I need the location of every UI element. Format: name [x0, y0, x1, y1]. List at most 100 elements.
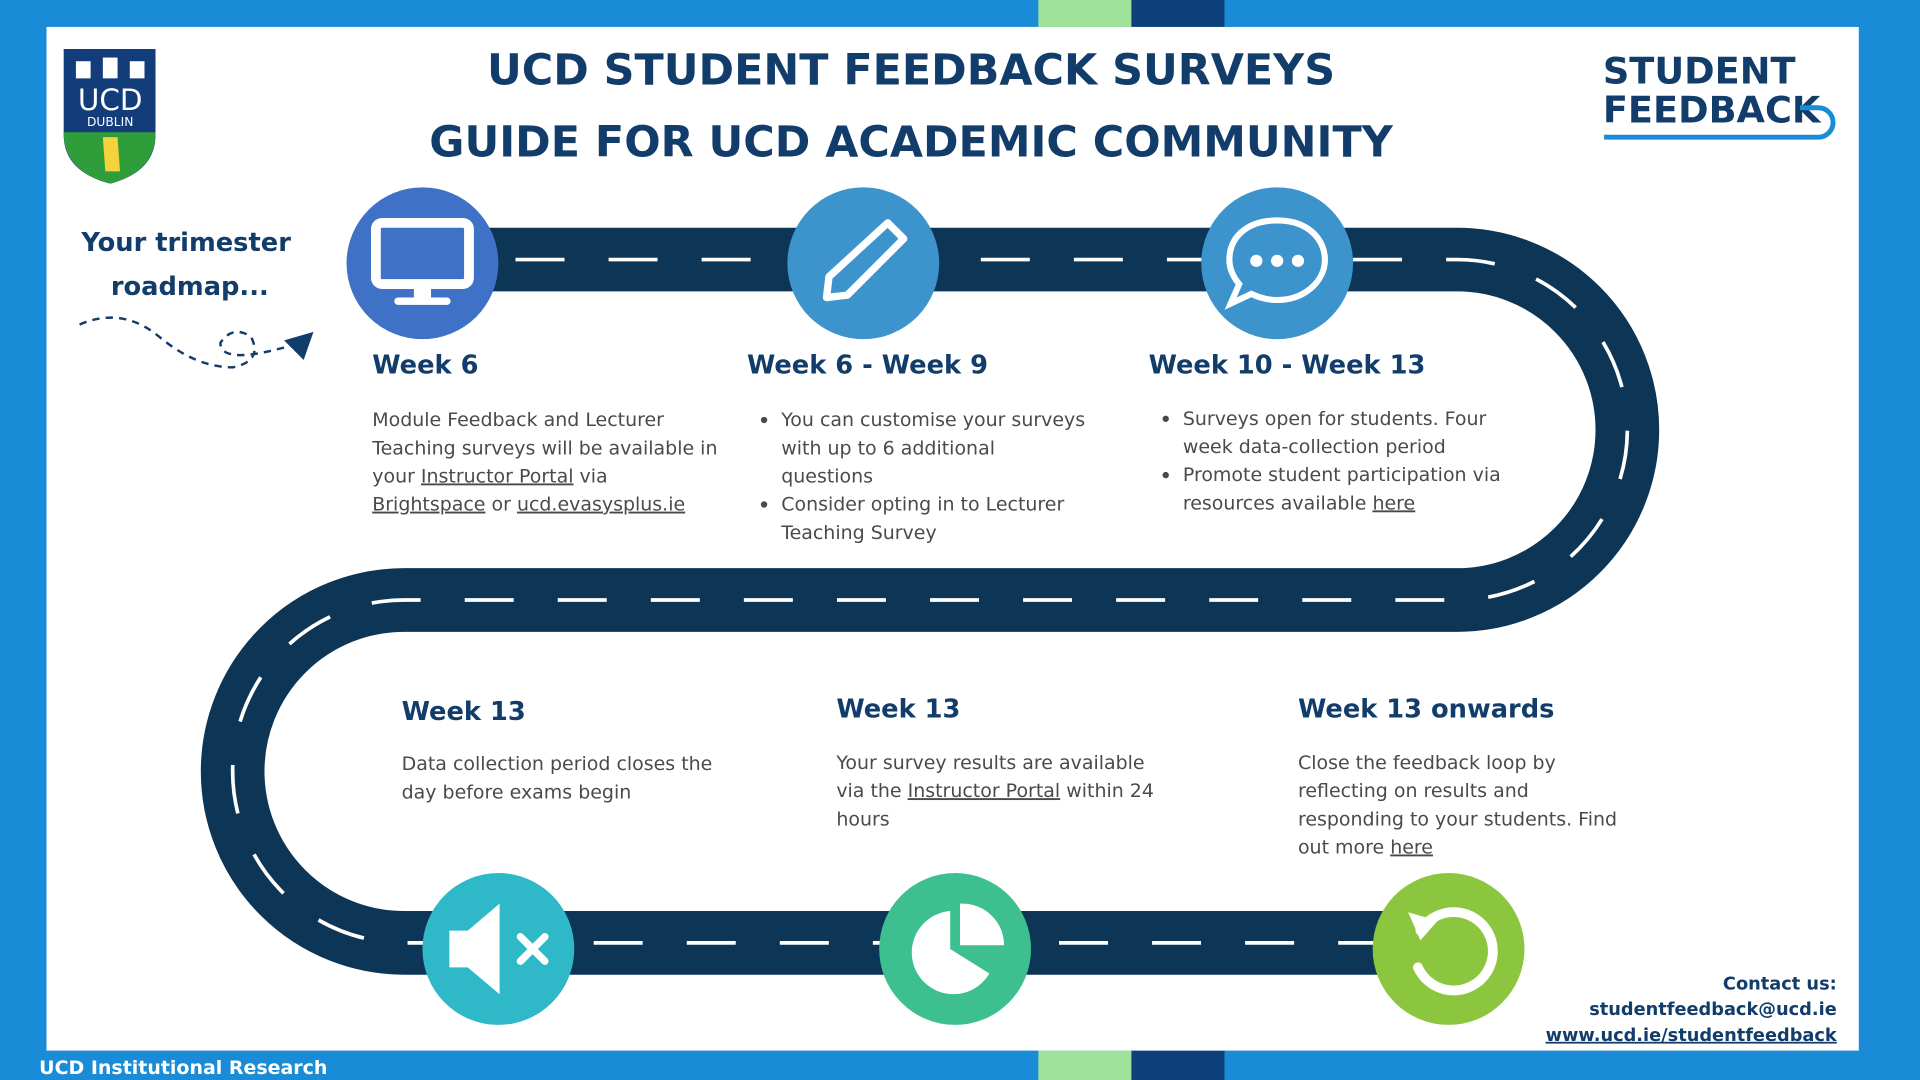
link[interactable]: here [1390, 836, 1433, 858]
logo-harp [102, 137, 120, 172]
text-segment: Teaching surveys will be available in [371, 437, 717, 459]
text-segment: You can customise your surveys [780, 409, 1085, 431]
link[interactable]: Brightspace [372, 494, 485, 516]
step-text: Brightspace or ucd.evasysplus.ie [372, 494, 685, 516]
icon-circle [1372, 873, 1525, 1025]
text-segment: Your survey results are available [835, 752, 1144, 774]
text-segment: via the [836, 780, 907, 802]
link[interactable]: Instructor Portal [908, 780, 1061, 802]
title: UCD STUDENT FEEDBACK SURVEYS [487, 45, 1335, 95]
step-text: responding to your students. Find [1298, 808, 1617, 830]
brand: FEEDBACK [1603, 88, 1822, 131]
text-segment: Teaching Survey [780, 522, 936, 544]
step-text: Teaching surveys will be available in [371, 437, 717, 459]
step-text: Close the feedback loop by [1298, 752, 1556, 774]
icon-chat [1271, 254, 1284, 267]
step-text: reflecting on results and [1298, 780, 1529, 802]
text-segment: responding to your students. Find [1298, 808, 1617, 830]
icon-circle [787, 187, 940, 340]
logo-tower [75, 61, 91, 79]
footer: UCD Institutional Research [39, 1057, 327, 1079]
text-segment: Promote student participation via [1183, 464, 1501, 486]
text-segment: out more [1298, 836, 1390, 858]
text-segment: week data-collection period [1183, 436, 1446, 458]
bullet [1162, 415, 1169, 422]
logo-tower [129, 61, 145, 79]
step-text: week data-collection period [1183, 436, 1446, 458]
contact-email[interactable]: studentfeedback@ucd.ie [1589, 1000, 1837, 1020]
step-text: questions [781, 465, 873, 487]
step-text: out more here [1298, 836, 1433, 858]
step-heading: Week 10 - Week 13 [1149, 350, 1426, 380]
link[interactable]: here [1372, 492, 1415, 514]
text-segment: resources available [1183, 492, 1373, 514]
step-heading: Week 6 - Week 9 [747, 350, 988, 380]
road-markings [230, 257, 1630, 945]
stripe [1038, 1050, 1132, 1080]
stripe [1131, 1050, 1225, 1080]
step-text: Consider opting in to Lecturer [781, 494, 1064, 516]
step-text: You can customise your surveys [780, 409, 1085, 431]
icon-pie [911, 911, 990, 995]
contact-label: Contact us: [1723, 974, 1837, 994]
intro: Your trimester [80, 228, 291, 258]
contact-website[interactable]: www.ucd.ie/studentfeedback [1546, 1026, 1838, 1046]
step-text: Teaching Survey [780, 522, 936, 544]
step-text: your Instructor Portal via [372, 465, 607, 487]
bullet [760, 416, 768, 424]
step-text: Module Feedback and Lecturer [372, 409, 664, 431]
doodle-path [79, 316, 301, 369]
step-text: Promote student participation via [1183, 464, 1501, 486]
text-segment: Consider opting in to Lecturer [781, 494, 1064, 516]
step-text: Data collection period closes the [402, 753, 713, 775]
stripe [1131, 0, 1225, 27]
step-text: with up to 6 additional [781, 437, 995, 459]
step-heading: Week 13 [402, 697, 526, 727]
icon-undo [1413, 907, 1498, 996]
icon-undo [1408, 912, 1438, 941]
step-text: via the Instructor Portal within 24 [836, 780, 1154, 802]
text-segment: Surveys open for students. Four [1183, 408, 1487, 430]
intro: roadmap... [111, 272, 269, 302]
stripe [1038, 0, 1132, 27]
text-segment: questions [781, 465, 873, 487]
icon-circle [346, 187, 499, 340]
step-heading: Week 13 [836, 695, 960, 725]
text-segment: Close the feedback loop by [1298, 752, 1556, 774]
step-heading: Week 6 [372, 350, 478, 380]
step-heading: Week 13 onwards [1298, 695, 1554, 725]
text-segment: with up to 6 additional [781, 437, 995, 459]
step-text: day before exams begin [402, 781, 632, 803]
link[interactable]: Instructor Portal [421, 465, 574, 487]
logo-subtext: DUBLIN [87, 115, 133, 129]
text-segment: Module Feedback and Lecturer [372, 409, 664, 431]
link[interactable]: ucd.evasysplus.ie [517, 494, 685, 516]
icon-mute [516, 933, 549, 965]
text-segment: day before exams begin [402, 781, 632, 803]
logo-text: UCD [78, 83, 143, 117]
text-segment: via [573, 465, 607, 487]
text-segment: or [485, 494, 516, 516]
icon-chat [1224, 217, 1328, 310]
step-text: Surveys open for students. Four [1183, 408, 1487, 430]
icon-mute [449, 903, 500, 995]
text-segment: reflecting on results and [1298, 780, 1529, 802]
icon-pencil [822, 219, 908, 302]
brand-swoosh [1604, 105, 1836, 140]
text-segment: hours [836, 808, 889, 830]
text-segment: within 24 [1060, 780, 1154, 802]
brand: STUDENT [1603, 49, 1796, 92]
logo-tower [102, 57, 118, 79]
icon-pie [960, 903, 1005, 946]
icon-chat [1250, 254, 1263, 267]
icon-chat [1291, 254, 1305, 267]
icon-monitor [394, 297, 451, 305]
text-segment: your [372, 465, 421, 487]
doodle-plane [284, 331, 314, 360]
bullet [760, 501, 768, 508]
text-segment: Data collection period closes the [402, 753, 713, 775]
icon-circle [879, 873, 1032, 1025]
step-text: Your survey results are available [835, 752, 1144, 774]
icon-monitor [371, 217, 474, 289]
